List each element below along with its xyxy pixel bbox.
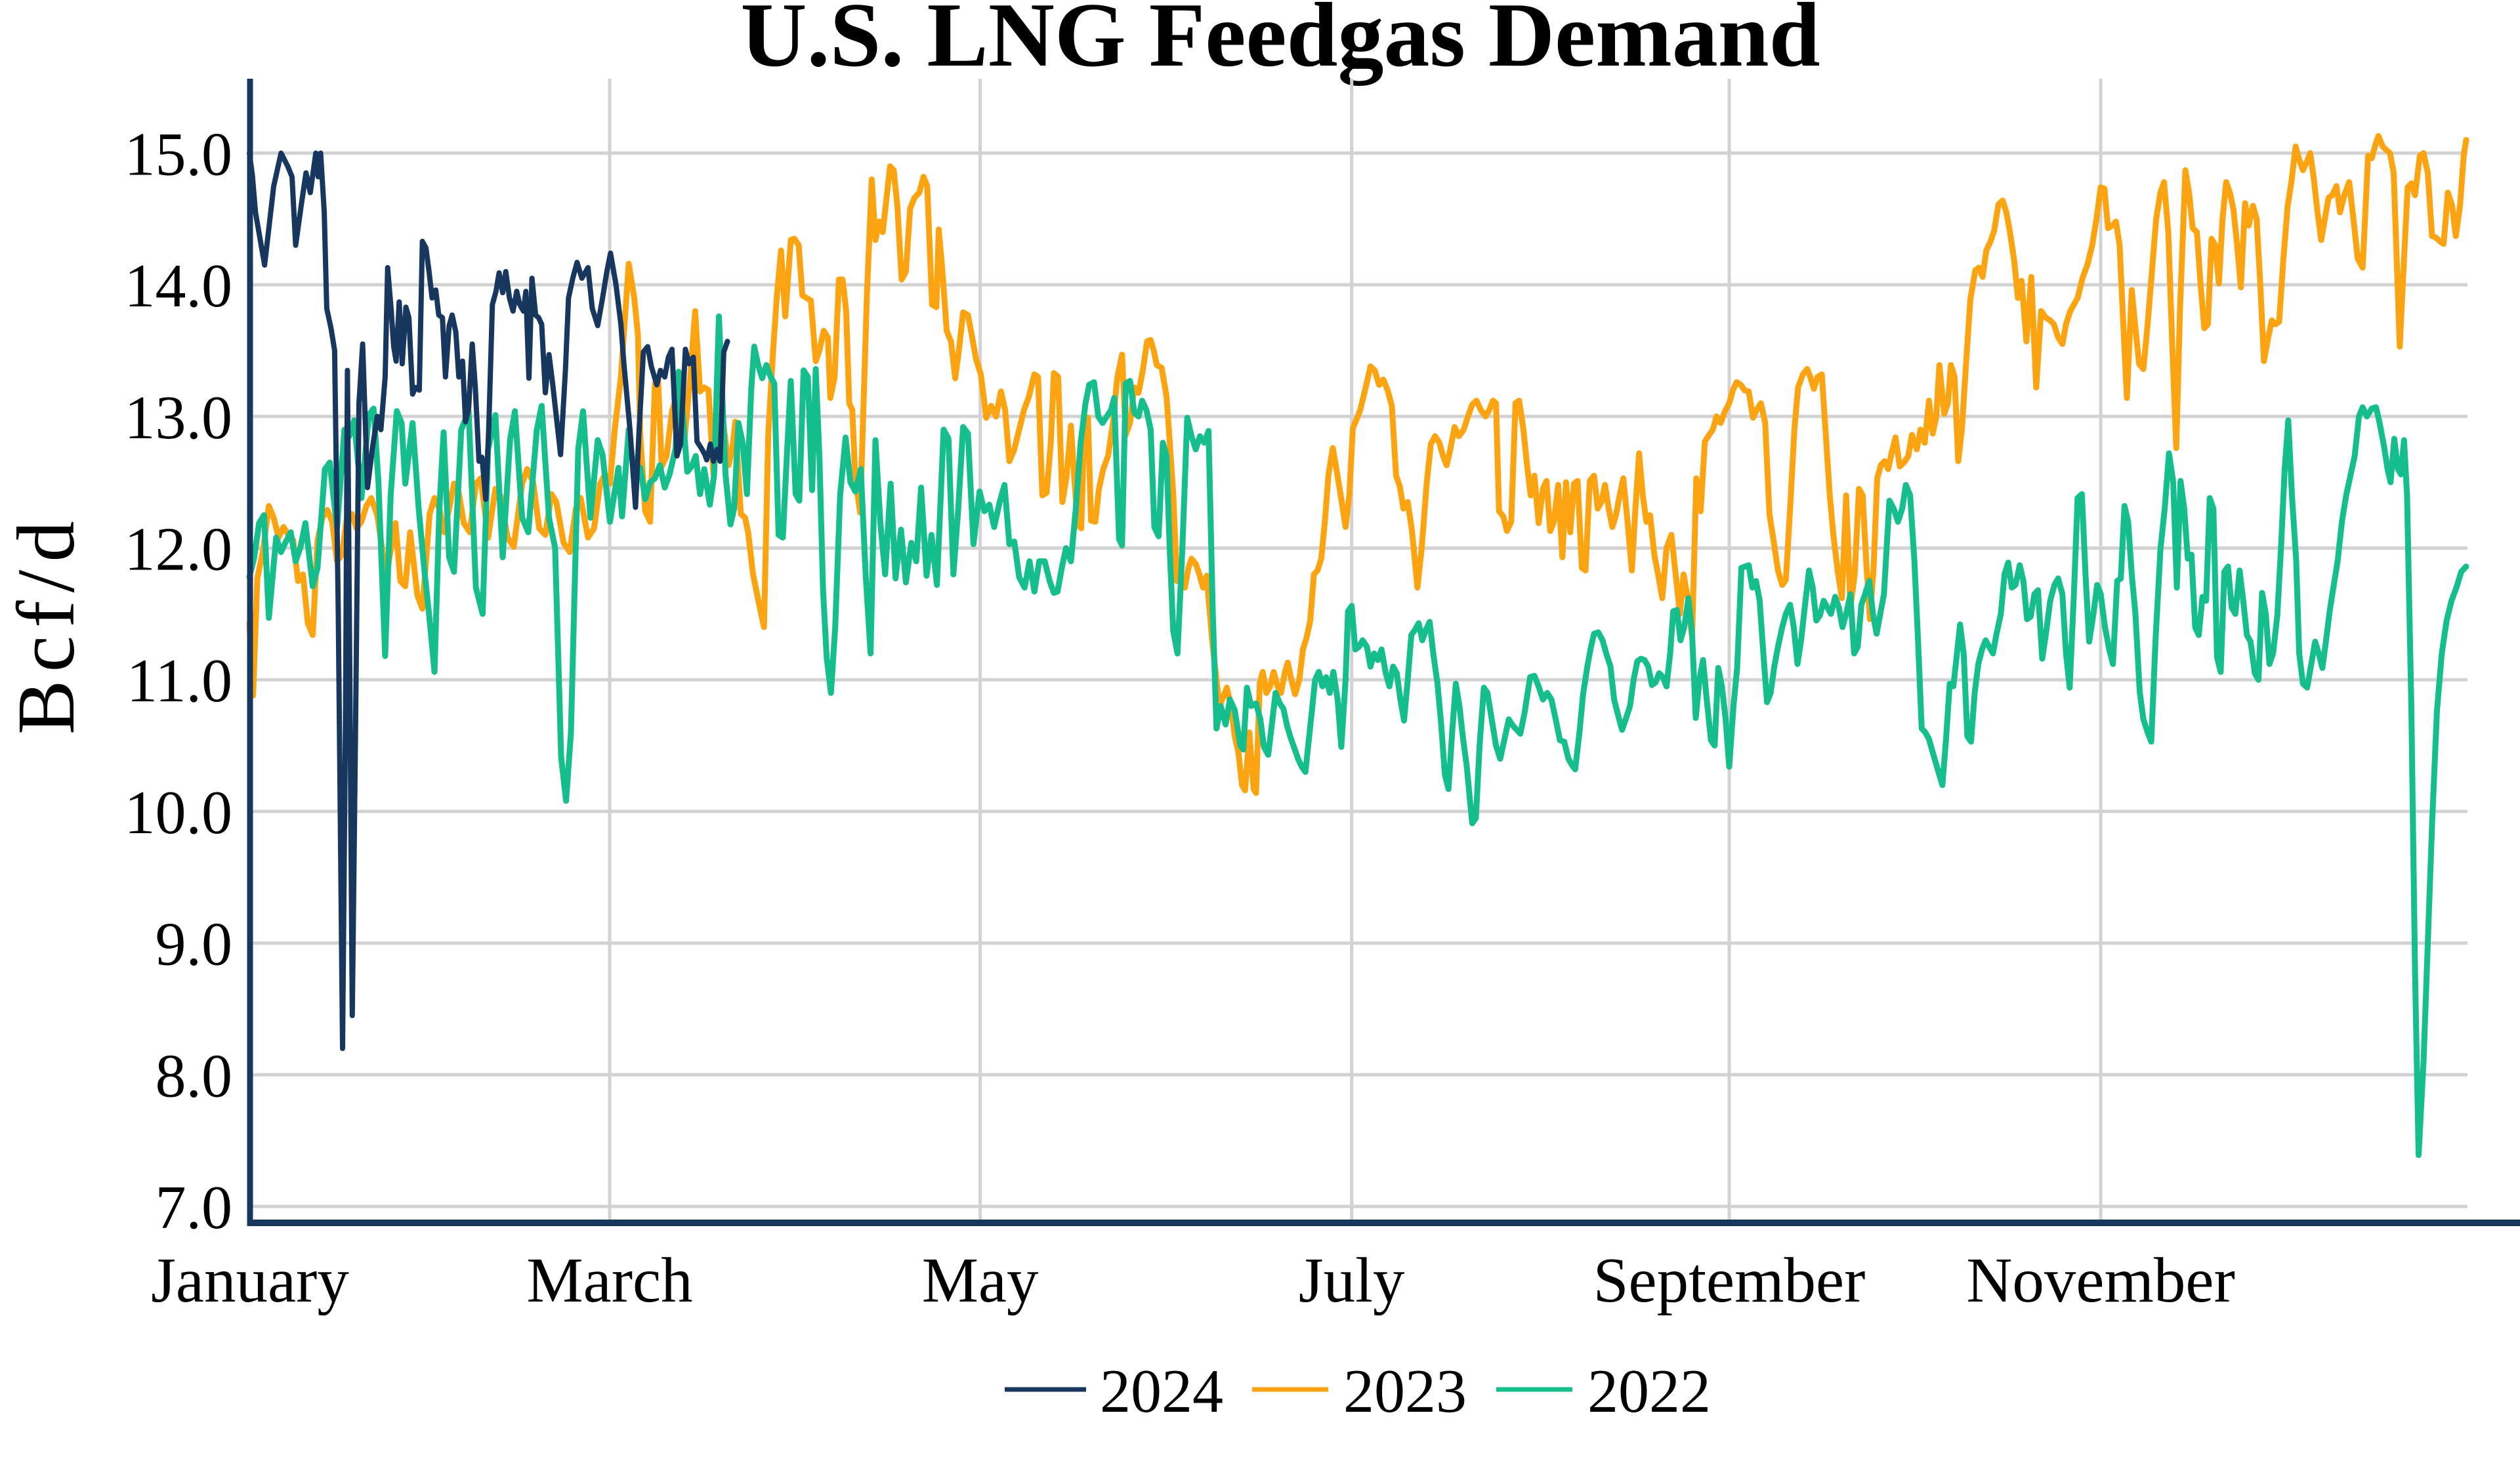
svg-text:July: July bbox=[1299, 1245, 1405, 1315]
svg-text:15.0: 15.0 bbox=[125, 120, 233, 188]
svg-text:2024: 2024 bbox=[1100, 1357, 1223, 1426]
svg-text:10.0: 10.0 bbox=[125, 779, 233, 847]
svg-text:January: January bbox=[151, 1245, 349, 1315]
svg-text:8.0: 8.0 bbox=[156, 1042, 233, 1110]
svg-text:7.0: 7.0 bbox=[156, 1174, 233, 1242]
svg-text:May: May bbox=[922, 1245, 1039, 1315]
svg-text:U.S. LNG Feedgas Demand: U.S. LNG Feedgas Demand bbox=[740, 0, 1820, 86]
svg-text:13.0: 13.0 bbox=[125, 384, 233, 452]
svg-text:2023: 2023 bbox=[1343, 1357, 1467, 1426]
svg-text:11.0: 11.0 bbox=[127, 647, 232, 715]
svg-text:Bcf/d: Bcf/d bbox=[1, 513, 92, 735]
svg-text:March: March bbox=[526, 1245, 692, 1315]
svg-text:12.0: 12.0 bbox=[125, 516, 233, 584]
svg-text:9.0: 9.0 bbox=[156, 911, 233, 979]
svg-text:14.0: 14.0 bbox=[125, 252, 233, 320]
svg-text:September: September bbox=[1593, 1245, 1866, 1315]
svg-text:2022: 2022 bbox=[1587, 1357, 1711, 1426]
svg-text:November: November bbox=[1966, 1245, 2235, 1315]
